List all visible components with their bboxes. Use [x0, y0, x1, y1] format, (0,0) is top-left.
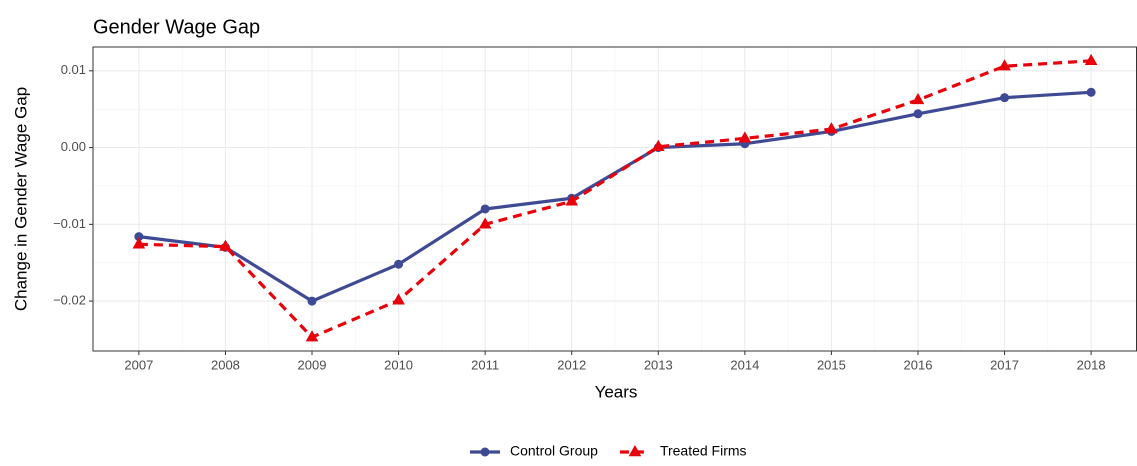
marker [825, 122, 838, 134]
legend-label: Treated Firms [660, 443, 747, 459]
x-tick-label: 2007 [124, 357, 153, 372]
marker [480, 447, 490, 457]
x-tick-label: 2008 [211, 357, 240, 372]
y-tick-label: −0.02 [53, 293, 86, 308]
marker [1084, 53, 1098, 66]
marker [565, 194, 579, 206]
y-axis-label: Change in Gender Wage Gap [11, 87, 30, 311]
marker [394, 259, 404, 269]
x-tick-label: 2016 [904, 357, 933, 372]
marker [738, 131, 752, 143]
x-tick-label: 2010 [384, 357, 413, 372]
x-tick-label: 2011 [471, 357, 499, 372]
legend-label: Control Group [510, 443, 598, 459]
y-tick-label: 0.01 [61, 62, 86, 77]
x-tick-label: 2009 [298, 357, 327, 372]
y-tick-label: 0.00 [61, 139, 86, 154]
marker [911, 92, 925, 105]
marker [913, 109, 923, 119]
x-tick-label: 2015 [817, 357, 846, 372]
marker [1086, 87, 1096, 97]
x-tick-label: 2018 [1077, 357, 1106, 372]
marker [132, 237, 146, 249]
marker [392, 293, 405, 305]
x-tick-label: 2013 [644, 357, 673, 372]
legend: Control Group Treated Firms [470, 443, 747, 459]
marker [1000, 93, 1010, 103]
marker [134, 232, 144, 242]
x-tick-label: 2017 [990, 357, 1019, 372]
marker [305, 330, 319, 342]
x-axis-label: Years [595, 382, 638, 401]
y-tick-label: −0.01 [53, 216, 86, 231]
marker [628, 445, 642, 457]
chart-title: Gender Wage Gap [93, 16, 260, 38]
x-tick-label: 2014 [730, 357, 759, 372]
marker [478, 217, 492, 229]
marker [307, 296, 317, 306]
grid [93, 47, 1137, 351]
marker [998, 59, 1011, 71]
series [132, 53, 1098, 342]
x-tick-label: 2012 [557, 357, 586, 372]
marker [651, 139, 665, 151]
marker [219, 239, 232, 251]
marker [480, 204, 490, 214]
series-line [138, 59, 1092, 339]
